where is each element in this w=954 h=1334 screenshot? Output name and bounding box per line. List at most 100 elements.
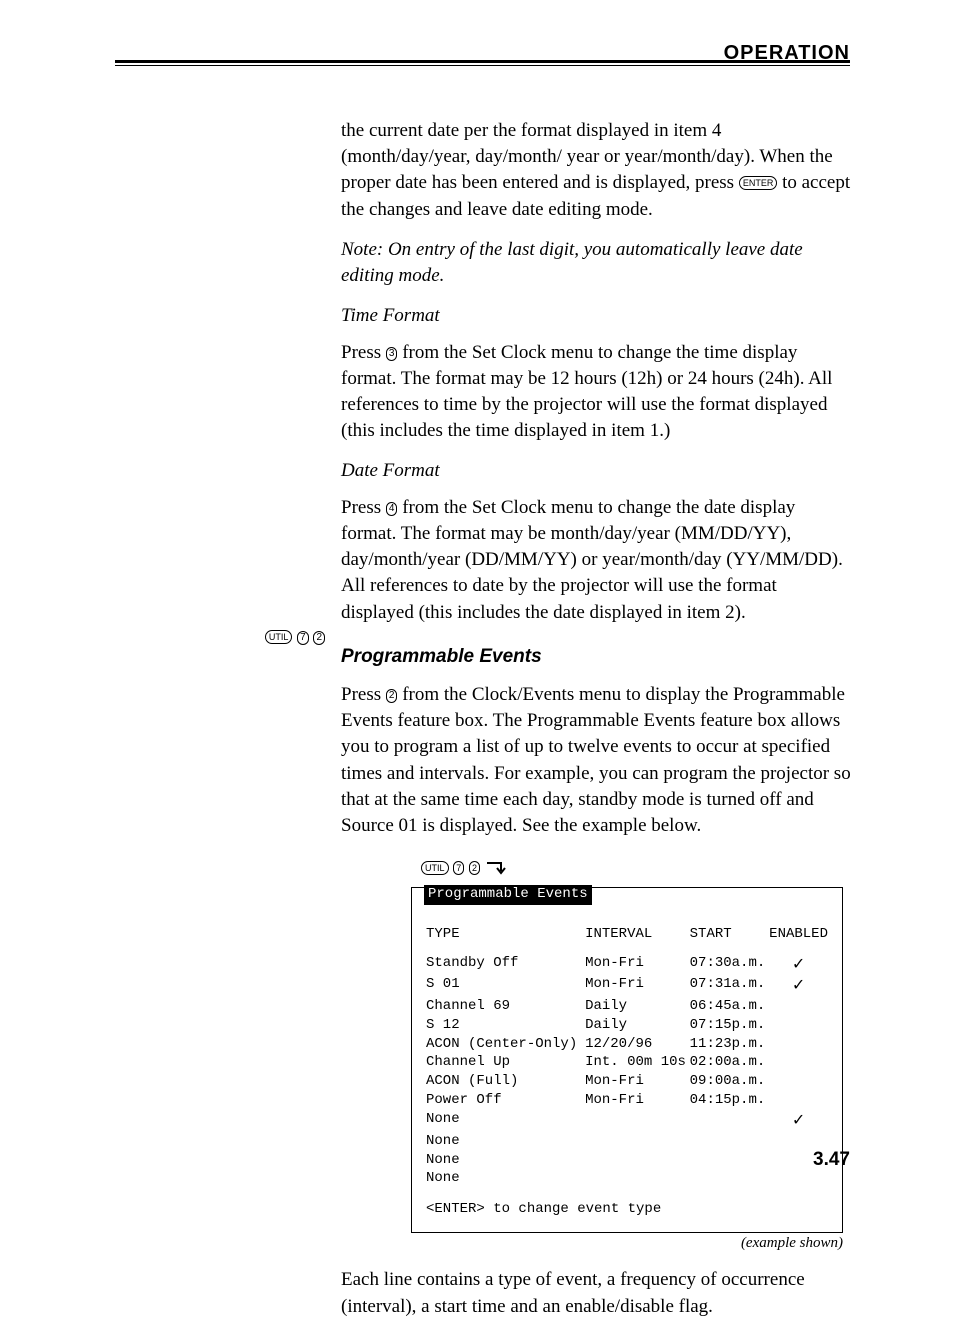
cell-enabled: ✓	[769, 1110, 828, 1132]
cell-start: 07:31a.m.	[690, 975, 770, 997]
key-2-inline-icon: 2	[386, 689, 398, 703]
key-4-icon: 4	[386, 502, 398, 516]
col-type-header: TYPE	[426, 925, 585, 954]
cell-type: Channel Up	[426, 1053, 585, 1072]
cell-start: 02:00a.m.	[690, 1053, 770, 1072]
cell-start: 07:15p.m.	[690, 1016, 770, 1035]
example-shown-caption: (example shown)	[411, 1233, 843, 1254]
col-enabled-header: ENABLED	[769, 925, 828, 954]
table-row: Power OffMon-Fri04:15p.m.	[426, 1091, 828, 1110]
cell-enabled	[769, 1072, 828, 1091]
time-post: from the Set Clock menu to change the ti…	[341, 342, 832, 442]
table-row: None ✓	[426, 1110, 828, 1132]
cell-interval: Mon-Fri	[585, 975, 690, 997]
util-key-icon: UTIL	[265, 630, 293, 644]
key-3-icon: 3	[386, 347, 398, 361]
table-row: Channel 69Daily06:45a.m.	[426, 997, 828, 1016]
cell-type: None	[426, 1169, 585, 1188]
cell-type: None	[426, 1110, 585, 1132]
main-column: the current date per the format displaye…	[341, 118, 851, 1334]
cell-start: 04:15p.m.	[690, 1091, 770, 1110]
cell-interval: Daily	[585, 1016, 690, 1035]
cell-enabled: ✓	[769, 954, 828, 976]
cell-interval	[585, 1110, 690, 1132]
time-pre: Press	[341, 342, 386, 363]
cell-start: 11:23p.m.	[690, 1035, 770, 1054]
note-paragraph: Note: On entry of the last digit, you au…	[341, 237, 851, 289]
page: OPERATION UTIL 7 2 the current date per …	[0, 0, 954, 1235]
cell-interval	[585, 1132, 690, 1151]
date-post: from the Set Clock menu to change the da…	[341, 497, 843, 623]
prog-post: from the Clock/Events menu to display th…	[341, 684, 851, 836]
cell-enabled	[769, 1091, 828, 1110]
table-row: ACON (Full)Mon-Fri09:00a.m.	[426, 1072, 828, 1091]
prog-pre: Press	[341, 684, 386, 705]
key-2-icon: 2	[313, 631, 325, 645]
fig-util-key-icon: UTIL	[421, 861, 449, 875]
cell-interval	[585, 1169, 690, 1188]
cell-start	[690, 1151, 770, 1170]
cell-type: Power Off	[426, 1091, 585, 1110]
cell-start: 07:30a.m.	[690, 954, 770, 976]
cell-interval: Mon-Fri	[585, 954, 690, 976]
cell-enabled	[769, 997, 828, 1016]
table-row: S 12Daily07:15p.m.	[426, 1016, 828, 1035]
cell-enabled	[769, 1016, 828, 1035]
cell-type: Channel 69	[426, 997, 585, 1016]
cell-interval	[585, 1151, 690, 1170]
cell-type: Standby Off	[426, 954, 585, 976]
table-row: None	[426, 1132, 828, 1151]
cell-type: ACON (Full)	[426, 1072, 585, 1091]
cell-type: ACON (Center-Only)	[426, 1035, 585, 1054]
body-paragraph: the current date per the format displaye…	[341, 118, 851, 223]
arrow-down-icon	[485, 859, 515, 879]
date-format-paragraph: Press 4 from the Set Clock menu to chang…	[341, 495, 851, 626]
table-header-row: TYPE INTERVAL START ENABLED	[426, 925, 828, 954]
date-format-subhead: Date Format	[341, 458, 851, 484]
cell-interval: 12/20/96	[585, 1035, 690, 1054]
table-row: Standby OffMon-Fri07:30a.m.✓	[426, 954, 828, 976]
cell-enabled	[769, 1053, 828, 1072]
table-row: None	[426, 1169, 828, 1188]
enter-key-icon: ENTER	[739, 176, 778, 190]
cell-interval: Daily	[585, 997, 690, 1016]
table-row: Channel UpInt. 00m 10s02:00a.m.	[426, 1053, 828, 1072]
cell-start	[690, 1169, 770, 1188]
cell-interval: Mon-Fri	[585, 1072, 690, 1091]
fig-key-2-icon: 2	[469, 861, 480, 875]
programmable-events-heading: Programmable Events	[341, 644, 851, 670]
figure-instruction: <ENTER> to change event type	[426, 1200, 828, 1219]
table-row: None	[426, 1151, 828, 1170]
cell-interval: Int. 00m 10s	[585, 1053, 690, 1072]
time-format-subhead: Time Format	[341, 303, 851, 329]
table-row: ACON (Center-Only)12/20/9611:23p.m.	[426, 1035, 828, 1054]
cell-type: None	[426, 1132, 585, 1151]
cell-start	[690, 1132, 770, 1151]
figure-key-sequence: UTIL 7 2	[421, 855, 851, 881]
cell-enabled	[769, 1035, 828, 1054]
col-start-header: START	[690, 925, 770, 954]
cell-start	[690, 1110, 770, 1132]
left-column: UTIL 7 2	[110, 624, 325, 650]
cell-enabled: ✓	[769, 975, 828, 997]
tail-paragraph: Each line contains a type of event, a fr…	[341, 1267, 851, 1319]
programmable-events-box: Programmable Events TYPE INTERVAL START …	[411, 887, 843, 1232]
cell-interval: Mon-Fri	[585, 1091, 690, 1110]
figure-wrap: UTIL 7 2 Programmable Events TYPE INTERV…	[341, 855, 851, 1253]
header-rule	[115, 60, 850, 66]
cell-type: S 01	[426, 975, 585, 997]
cell-start: 06:45a.m.	[690, 997, 770, 1016]
time-format-paragraph: Press 3 from the Set Clock menu to chang…	[341, 340, 851, 445]
fig-key-7-icon: 7	[453, 861, 464, 875]
events-table: TYPE INTERVAL START ENABLED Standby OffM…	[426, 925, 828, 1189]
page-number: 3.47	[813, 1147, 850, 1173]
cell-type: None	[426, 1151, 585, 1170]
key-7-icon: 7	[297, 631, 309, 645]
date-pre: Press	[341, 497, 386, 518]
col-interval-header: INTERVAL	[585, 925, 690, 954]
cell-start: 09:00a.m.	[690, 1072, 770, 1091]
programmable-events-paragraph: Press 2 from the Clock/Events menu to di…	[341, 682, 851, 839]
table-row: S 01Mon-Fri07:31a.m.✓	[426, 975, 828, 997]
cell-type: S 12	[426, 1016, 585, 1035]
figure-title: Programmable Events	[424, 885, 592, 904]
